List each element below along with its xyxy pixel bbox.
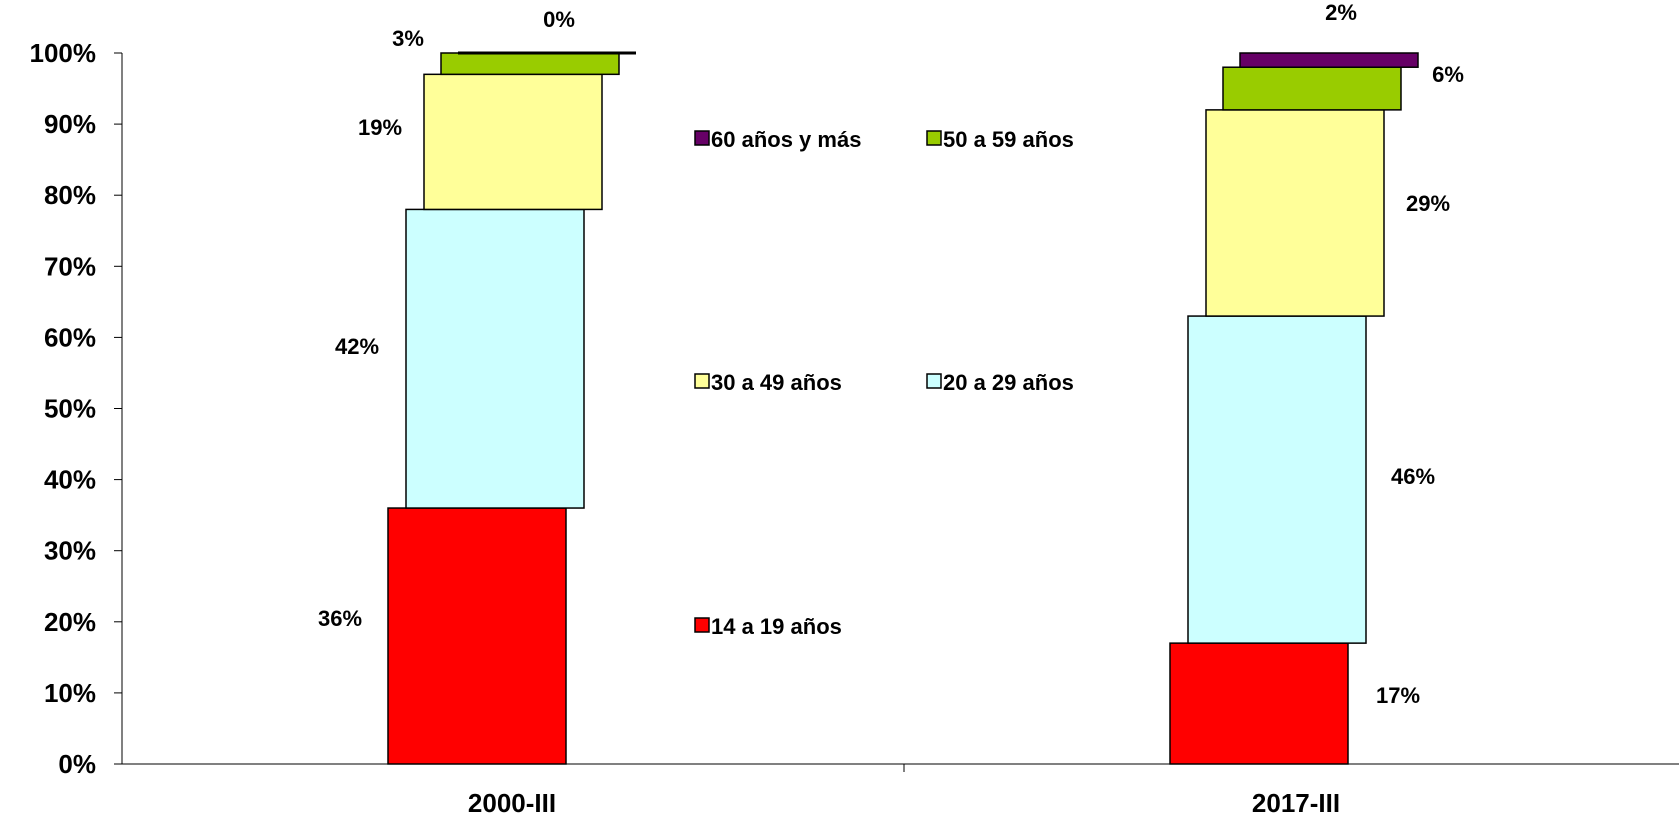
bars — [387, 51, 1419, 765]
y-tick-label: 30% — [44, 536, 96, 566]
x-tick-label: 2017-III — [1252, 788, 1340, 818]
bar-segment — [440, 52, 620, 76]
legend-label: 14 a 19 años — [711, 614, 842, 639]
legend-item: 60 años y más — [694, 127, 861, 152]
y-tick-label: 40% — [44, 465, 96, 495]
y-tick-label: 70% — [44, 251, 96, 281]
legend-swatch — [926, 130, 942, 146]
legend-label: 20 a 29 años — [943, 370, 1074, 395]
y-tick-label: 100% — [30, 38, 97, 68]
bar-segment — [1222, 66, 1402, 111]
y-tick-label: 80% — [44, 180, 96, 210]
legend-label: 60 años y más — [711, 127, 861, 152]
data-label: 19% — [358, 115, 402, 140]
bar-segment — [423, 73, 603, 211]
data-label: 36% — [318, 606, 362, 631]
bar-segment — [405, 208, 585, 509]
legend-label: 50 a 59 años — [943, 127, 1074, 152]
y-tick-label: 50% — [44, 394, 96, 424]
bar-segment — [1205, 109, 1385, 317]
data-labels: 36% 17% 42% 46% 19% 29% 3% 6% 0% 2% — [318, 0, 1464, 708]
y-tick-label: 60% — [44, 322, 96, 352]
data-label: 2% — [1325, 0, 1357, 25]
y-tick-label: 90% — [44, 109, 96, 139]
bar-segment — [1187, 315, 1367, 644]
data-label: 46% — [1391, 464, 1435, 489]
legend-swatch — [694, 373, 710, 389]
bar-segment — [1169, 642, 1349, 765]
legend-item: 14 a 19 años — [694, 614, 842, 639]
bar-segment — [387, 507, 567, 765]
legend-swatch — [694, 617, 710, 633]
data-label: 6% — [1432, 62, 1464, 87]
data-label: 42% — [335, 334, 379, 359]
y-tick-label: 10% — [44, 678, 96, 708]
legend-item: 50 a 59 años — [926, 127, 1074, 152]
data-label: 0% — [543, 7, 575, 32]
legend-swatch — [926, 373, 942, 389]
legend-item: 20 a 29 años — [926, 370, 1074, 395]
axes: 0% 10% 20% 30% 40% 50% 60% 70% 80% 90% 100% 2000-II… — [30, 38, 1679, 818]
data-label: 3% — [392, 26, 424, 51]
y-tick-label: 20% — [44, 607, 96, 637]
x-tick-label: 2000-III — [468, 788, 556, 818]
legend-label: 30 a 49 años — [711, 370, 842, 395]
data-label: 17% — [1376, 683, 1420, 708]
bar-segment — [1239, 52, 1419, 68]
legend: 14 a 19 años 20 a 29 años 30 a 49 años 50 a… — [694, 127, 1074, 639]
data-label: 29% — [1406, 191, 1450, 216]
legend-item: 30 a 49 años — [694, 370, 842, 395]
legend-swatch — [694, 130, 710, 146]
y-tick-label: 0% — [58, 749, 96, 779]
